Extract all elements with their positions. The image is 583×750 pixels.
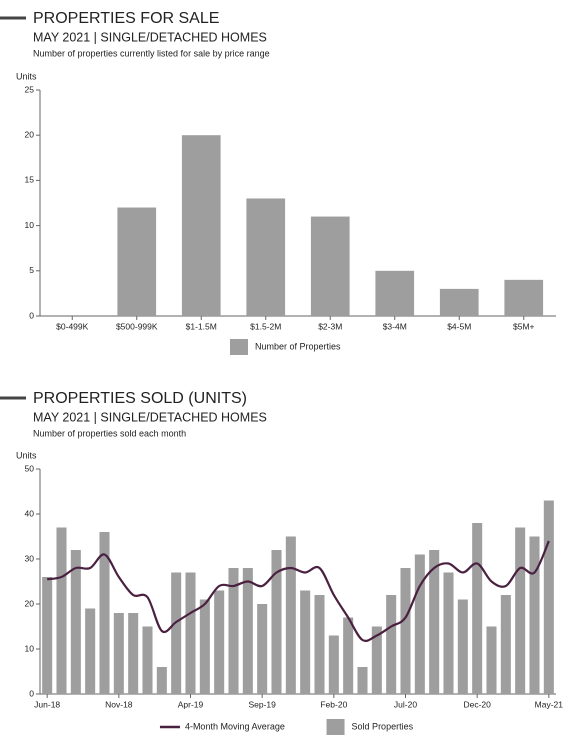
bar [515,527,526,694]
bar [70,550,81,694]
legend-swatch [230,339,248,355]
bar [429,550,440,694]
bar [500,595,511,694]
bar [414,554,425,694]
bar [128,613,139,694]
y-tick-label: 10 [25,220,35,230]
bar [443,572,454,694]
x-tick-label: $1.5-2M [250,321,281,331]
bar [543,500,554,694]
bar [328,635,339,694]
y-axis-label: Units [16,71,37,81]
x-tick-label: Jul-20 [394,699,417,709]
x-tick-label: Dec-20 [463,699,491,709]
chart-note: Number of properties sold each month [33,428,186,438]
bar [386,595,397,694]
bar [439,288,479,316]
x-tick-label: $2-3M [318,321,342,331]
bar [228,568,239,694]
bar [56,527,67,694]
x-tick-label: Feb-20 [320,699,347,709]
bar [371,626,382,694]
y-tick-label: 5 [29,265,34,275]
legend-label: 4-Month Moving Average [185,721,285,731]
x-tick-label: Nov-18 [105,699,133,709]
y-tick-label: 15 [25,175,35,185]
bar [310,216,350,316]
y-tick-label: 0 [29,310,34,320]
x-tick-label: May-21 [535,699,564,709]
bar [185,572,196,694]
chart-subtitle: MAY 2021 | SINGLE/DETACHED HOMES [33,410,267,424]
bar [246,198,286,316]
bar [357,667,368,694]
bar [257,604,268,694]
x-tick-label: Sep-19 [248,699,276,709]
y-tick-label: 0 [29,688,34,698]
bar [400,568,411,694]
bar [472,523,483,694]
x-tick-label: $3-4M [383,321,407,331]
chart-title: PROPERTIES SOLD (UNITS) [33,390,247,407]
chart-title: PROPERTIES FOR SALE [33,10,219,27]
bar [181,135,221,316]
bar [117,207,157,316]
bar [529,536,540,694]
bar [156,667,167,694]
x-tick-label: Apr-19 [178,699,204,709]
legend-label: Sold Properties [352,721,414,731]
bar [214,590,225,694]
x-tick-label: $5M+ [513,321,535,331]
x-tick-label: $0-499K [56,321,88,331]
y-tick-label: 20 [25,129,35,139]
bar [285,536,296,694]
bar [343,617,354,694]
bar [199,599,210,694]
bar [142,626,153,694]
y-tick-label: 25 [25,84,35,94]
y-tick-label: 50 [25,463,35,473]
x-tick-label: $1-1.5M [186,321,217,331]
bar [300,590,311,694]
bar [457,599,468,694]
chart-note: Number of properties currently listed fo… [33,48,270,58]
bar [242,568,253,694]
bar [504,279,544,316]
x-tick-label: Jun-18 [34,699,60,709]
y-tick-label: 30 [25,553,35,563]
bar [486,626,497,694]
y-tick-label: 10 [25,643,35,653]
y-tick-label: 20 [25,598,35,608]
legend-label: Number of Properties [255,341,341,351]
bar [113,613,124,694]
bar [171,572,182,694]
y-axis-label: Units [16,450,37,460]
bar [375,270,415,316]
y-tick-label: 40 [25,508,35,518]
bar [85,608,96,694]
x-tick-label: $4-5M [447,321,471,331]
bar [42,577,53,694]
chart-subtitle: MAY 2021 | SINGLE/DETACHED HOMES [33,30,267,44]
bar [99,532,110,694]
x-tick-label: $500-999K [116,321,158,331]
bar [271,550,282,694]
moving-average-line [46,540,550,642]
bar [314,595,325,694]
legend-swatch [326,719,345,735]
